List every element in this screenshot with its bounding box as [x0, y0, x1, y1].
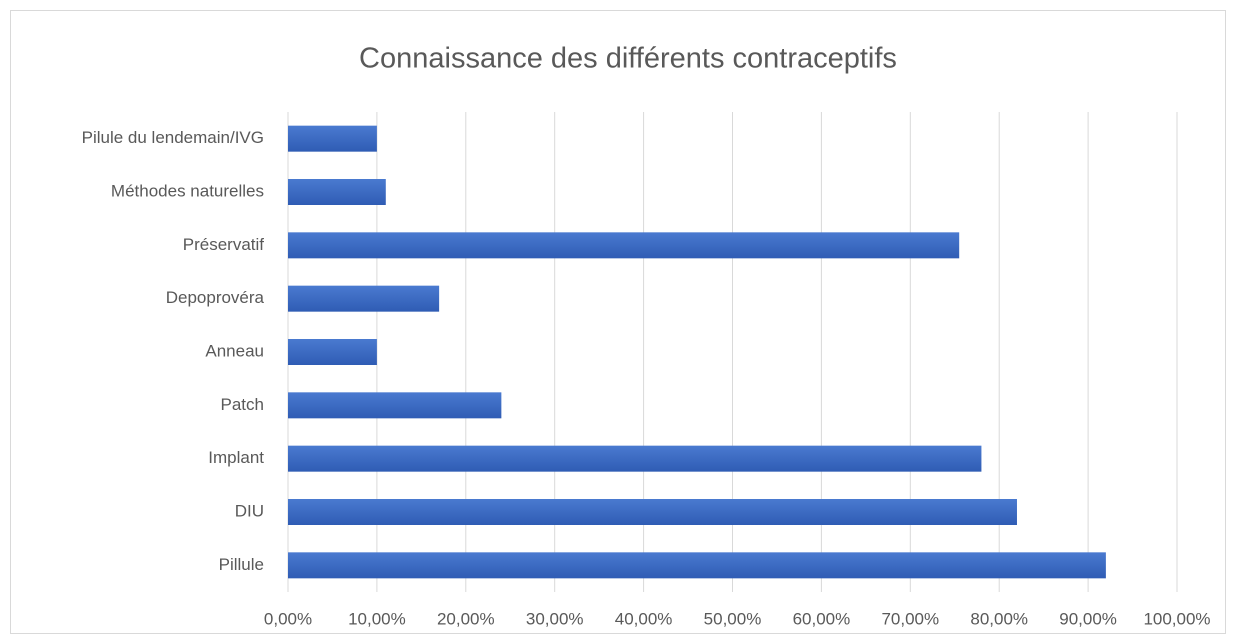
y-tick-label: Patch — [221, 395, 264, 414]
x-tick-label: 10,00% — [348, 609, 406, 628]
x-tick-label: 90,00% — [1059, 609, 1117, 628]
bar — [288, 125, 377, 152]
x-tick-label: 100,00% — [1143, 609, 1210, 628]
chart-title: Connaissance des différents contraceptif… — [359, 43, 897, 75]
x-tick-label: 30,00% — [526, 609, 584, 628]
y-tick-label: Pillule — [219, 555, 264, 574]
bar — [288, 552, 1106, 579]
y-tick-label: Méthodes naturelles — [111, 181, 264, 200]
x-tick-label: 20,00% — [437, 609, 495, 628]
bar — [288, 339, 377, 365]
x-tick-label: 50,00% — [704, 609, 762, 628]
y-tick-label: Depoprovéra — [166, 288, 265, 307]
y-tick-label: Pilule du lendemain/IVG — [82, 128, 264, 147]
y-tick-label: DIU — [235, 501, 264, 520]
bar — [288, 232, 960, 259]
y-tick-label: Anneau — [205, 341, 264, 360]
x-tick-label: 80,00% — [970, 609, 1028, 628]
bar — [288, 392, 502, 419]
bar — [288, 445, 982, 472]
x-tick-label: 0,00% — [264, 609, 312, 628]
x-tick-label: 70,00% — [881, 609, 939, 628]
y-tick-label: Préservatif — [183, 235, 265, 254]
chart-frame — [10, 10, 1226, 634]
y-tick-label: Implant — [208, 448, 264, 467]
bar — [288, 499, 1017, 525]
x-tick-label: 40,00% — [615, 609, 673, 628]
bar — [288, 179, 386, 205]
x-tick-label: 60,00% — [793, 609, 851, 628]
bar — [288, 285, 440, 312]
